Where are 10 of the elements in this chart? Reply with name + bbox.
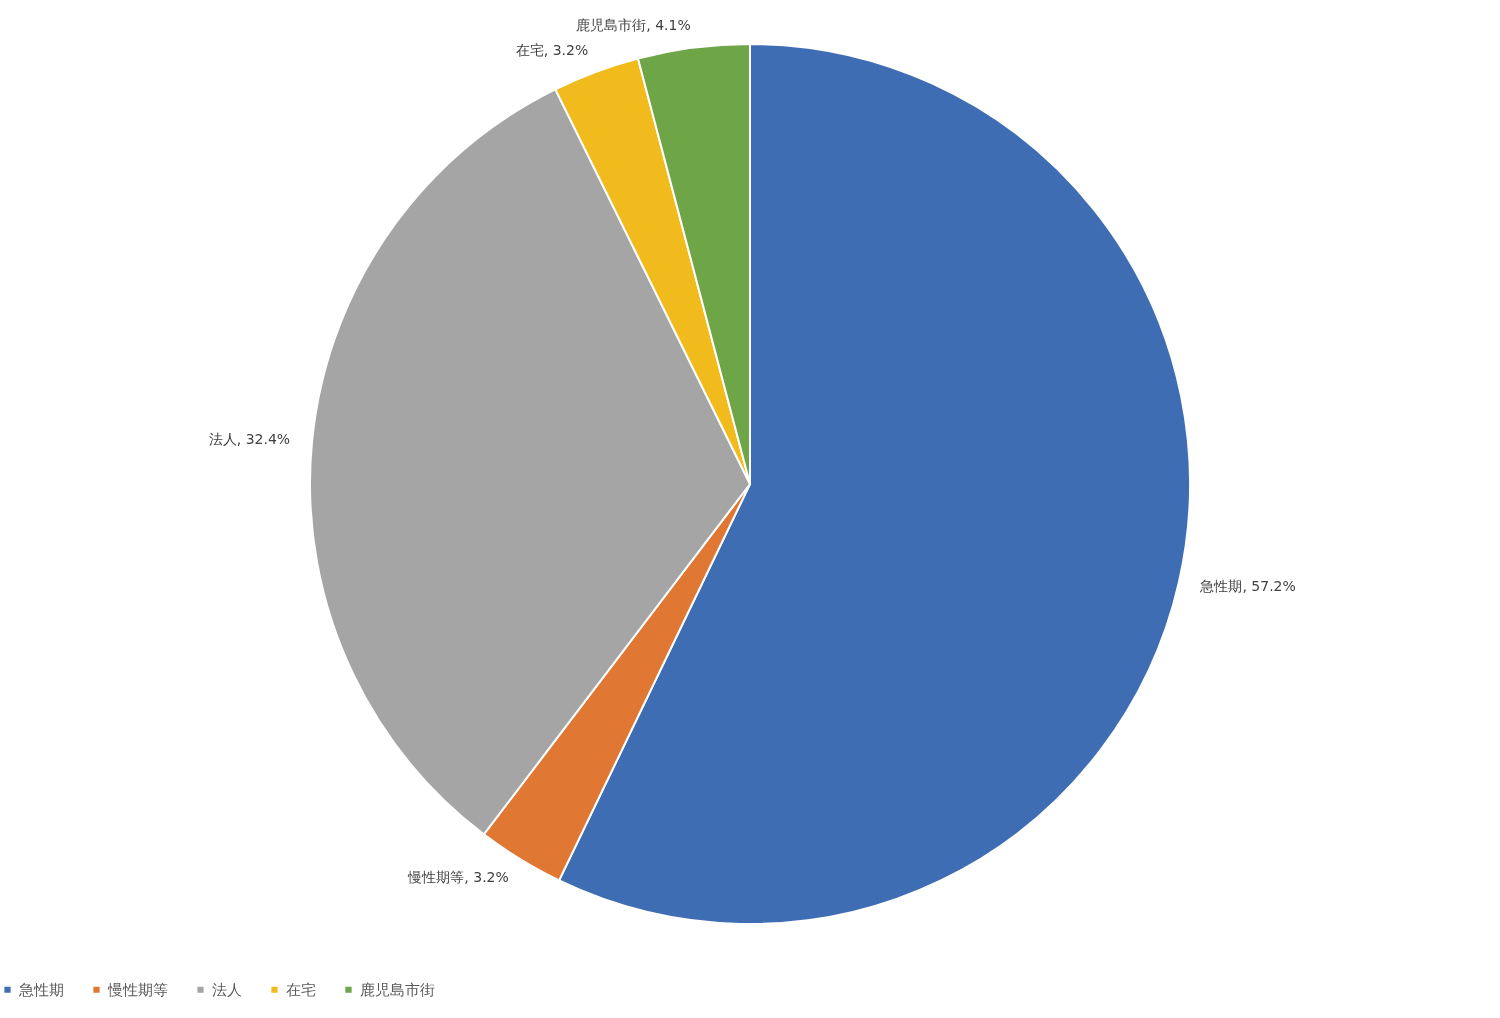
legend-label: 在宅	[286, 980, 316, 999]
data-label: 法人, 32.4%	[208, 430, 291, 447]
legend-label: 急性期	[18, 980, 64, 999]
data-label: 在宅, 3.2%	[515, 42, 589, 59]
legend-label: 慢性期等	[107, 980, 168, 999]
legend-label: 法人	[212, 980, 242, 999]
data-label: 慢性期等, 3.2%	[407, 869, 509, 886]
data-label: 急性期, 57.2%	[1199, 577, 1296, 594]
legend-label: 鹿児島市街	[360, 980, 435, 999]
data-label: 鹿児島市街, 4.1%	[576, 16, 691, 33]
